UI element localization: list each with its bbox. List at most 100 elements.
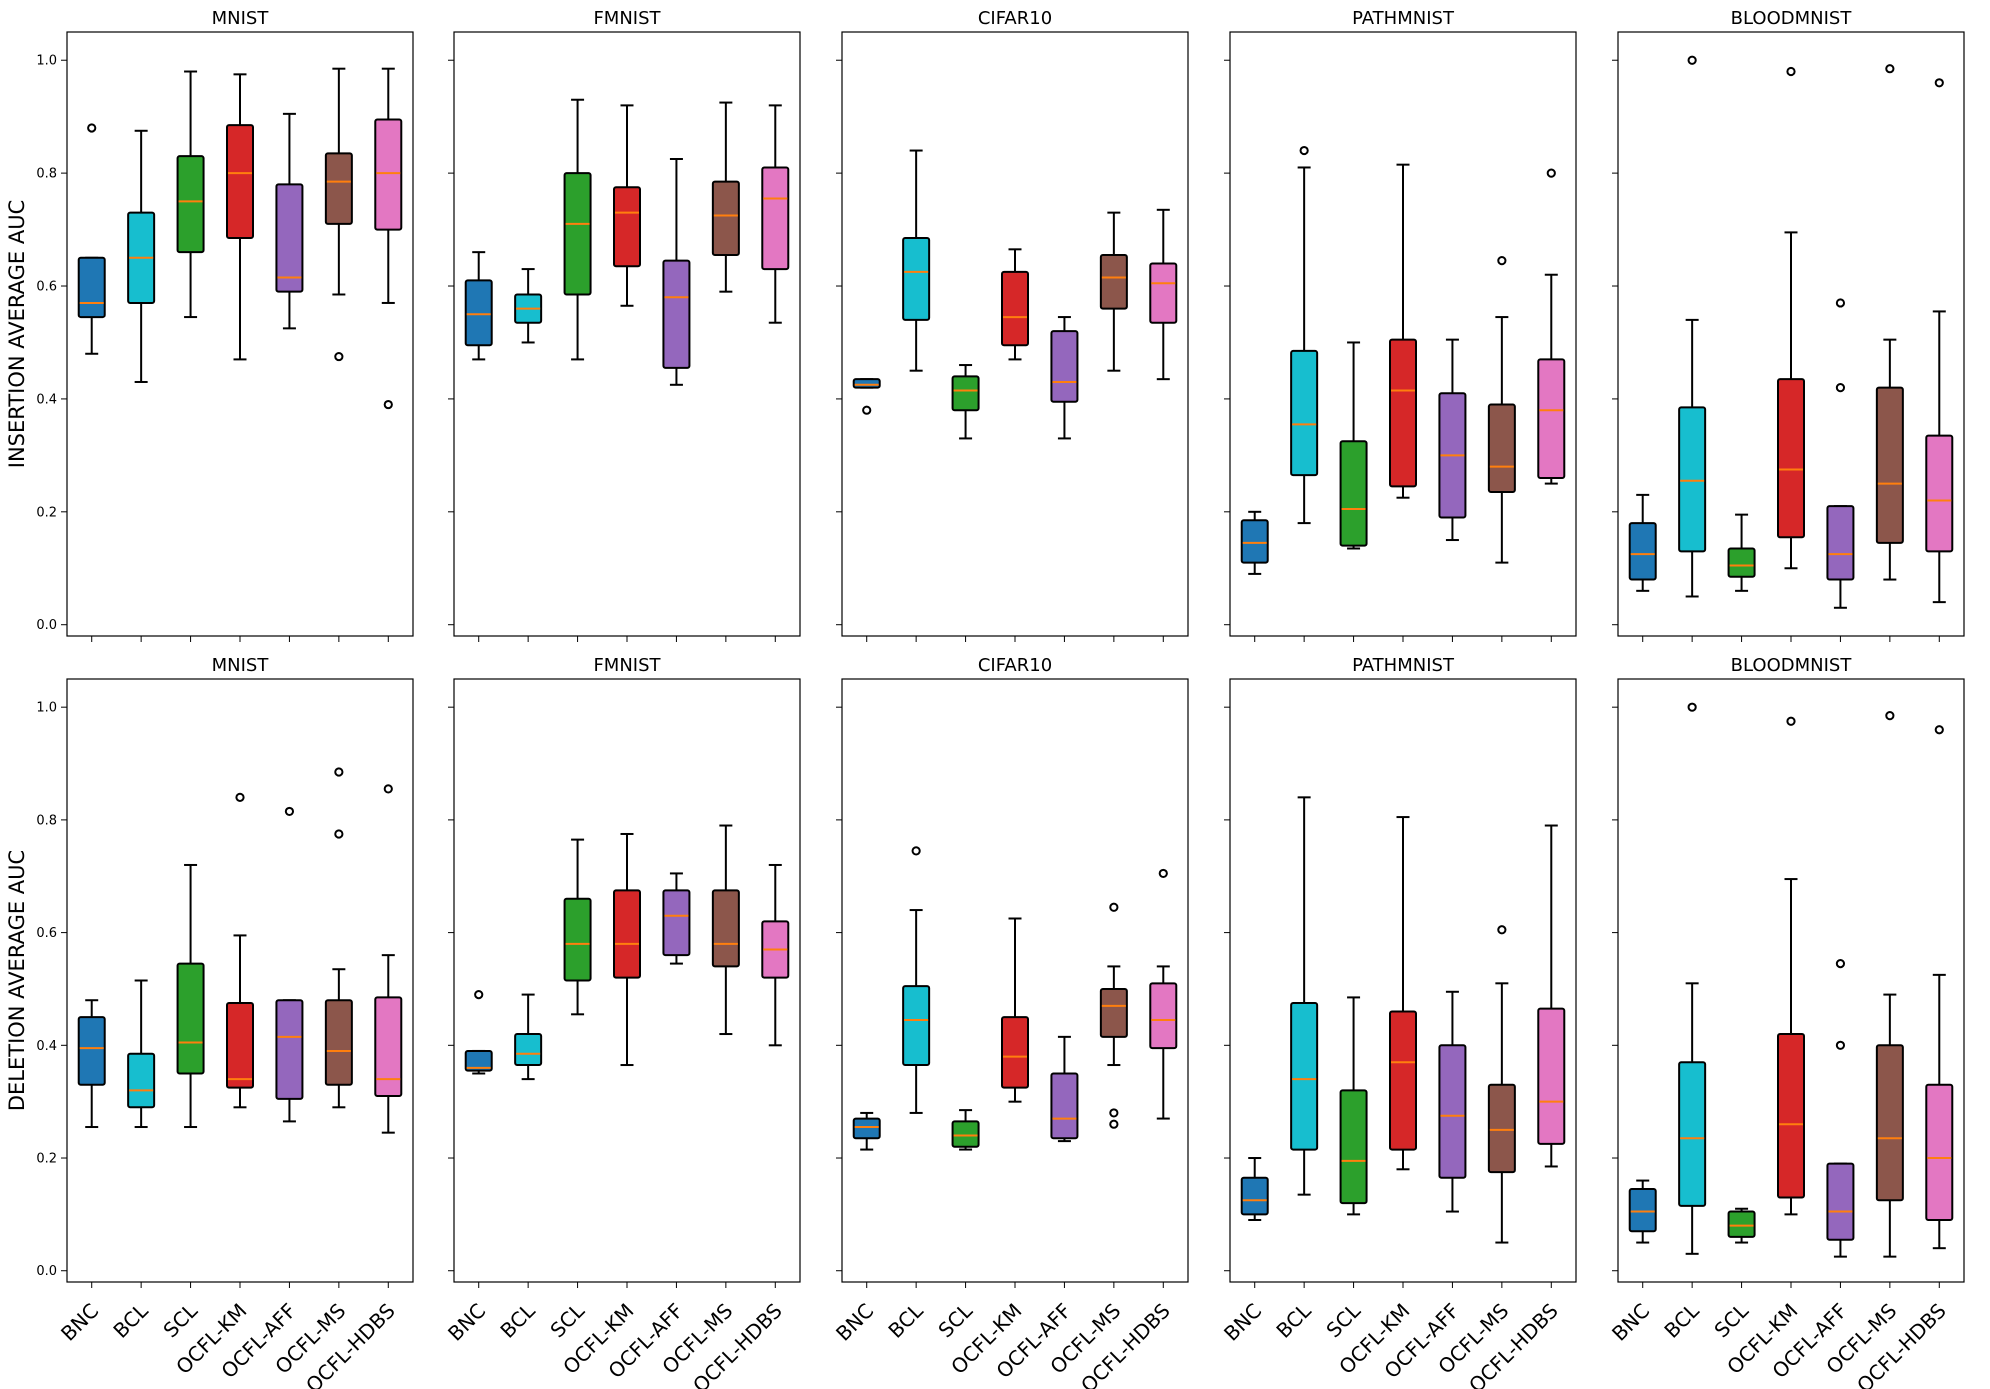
outlier-point <box>1497 925 1507 935</box>
box-ocfl-hdbs <box>1925 434 1954 553</box>
outlier-point <box>1835 1040 1846 1050</box>
outlier-point <box>1109 1108 1119 1118</box>
box-ocfl-km <box>1777 1033 1805 1199</box>
outlier-point <box>1497 256 1507 266</box>
x-tick-label: BCL <box>883 1298 928 1343</box>
box-ocfl-ms <box>324 999 353 1086</box>
y-tick-label: 0.8 <box>36 167 57 182</box>
box-bnc <box>1240 519 1269 564</box>
box-ocfl-aff <box>1438 1044 1467 1179</box>
panel-title: CIFAR10 <box>978 655 1052 676</box>
box-ocfl-km <box>226 124 254 240</box>
outlier-point <box>1934 78 1944 88</box>
x-tick-label: BCL <box>495 1298 540 1343</box>
box-ocfl-km <box>613 889 641 979</box>
box-ocfl-ms <box>1099 253 1128 310</box>
outlier-point <box>284 806 295 817</box>
panel-title: FMNIST <box>593 8 661 29</box>
y-tick-label: 0.0 <box>36 1264 57 1279</box>
outlier-point <box>1158 868 1168 879</box>
outlier-point <box>1687 55 1697 65</box>
box-ocfl-ms <box>1487 1083 1516 1174</box>
box-ocfl-km <box>1001 1016 1029 1089</box>
box-bnc <box>77 256 106 319</box>
y-tick-label: 0.2 <box>36 1152 57 1167</box>
box-ocfl-aff <box>1050 1072 1079 1140</box>
panel-title: PATHMNIST <box>1352 655 1455 676</box>
y-axis-label: DELETION AVERAGE AUC <box>5 850 29 1111</box>
box-ocfl-km <box>1389 338 1417 488</box>
panel-title: FMNIST <box>593 655 661 676</box>
y-tick-label: 0.4 <box>36 1039 57 1054</box>
x-tick-label: BCL <box>1271 1298 1316 1343</box>
y-tick-label: 0.6 <box>36 280 57 295</box>
y-tick-label: 0.6 <box>36 926 57 941</box>
outlier-point <box>1786 716 1796 726</box>
panel-title: BLOODMNIST <box>1731 655 1853 676</box>
box-ocfl-hdbs <box>1149 262 1178 324</box>
box-scl <box>176 962 205 1075</box>
box-bnc <box>77 1016 106 1086</box>
x-tick-label: BNC <box>1219 1299 1266 1346</box>
box-ocfl-ms <box>1875 386 1904 544</box>
box-bcl <box>902 237 931 321</box>
outlier-point <box>334 767 344 777</box>
y-axis-label: INSERTION AVERAGE AUC <box>5 200 29 469</box>
box-bnc <box>464 1049 493 1072</box>
outlier-point <box>1786 66 1796 77</box>
box-ocfl-aff <box>275 183 304 293</box>
box-ocfl-ms <box>711 180 740 256</box>
outlier-point <box>334 351 344 362</box>
outlier-point <box>235 792 245 802</box>
box-bnc <box>1240 1176 1269 1216</box>
outlier-point <box>1546 168 1556 178</box>
box-bcl <box>1290 349 1319 477</box>
outlier-point <box>474 989 484 1000</box>
box-bcl <box>514 1033 543 1067</box>
outlier-point <box>1835 298 1846 308</box>
outlier-point <box>383 399 393 410</box>
box-bcl <box>1678 1061 1707 1207</box>
box-ocfl-aff <box>1826 1162 1855 1241</box>
box-bnc <box>1628 522 1657 581</box>
box-ocfl-aff <box>275 999 304 1100</box>
outlier-point <box>1687 702 1697 712</box>
box-ocfl-aff <box>1826 505 1855 581</box>
box-ocfl-km <box>226 1002 254 1089</box>
box-ocfl-ms <box>711 889 740 968</box>
y-tick-label: 1.0 <box>36 54 57 69</box>
box-ocfl-hdbs <box>374 996 403 1098</box>
box-bnc <box>1628 1188 1657 1233</box>
box-ocfl-ms <box>1099 987 1128 1038</box>
box-ocfl-km <box>1001 270 1029 347</box>
y-tick-label: 1.0 <box>36 701 57 716</box>
x-tick-label: BCL <box>108 1298 153 1343</box>
panel-title: PATHMNIST <box>1352 8 1455 29</box>
box-scl <box>1727 547 1756 578</box>
box-scl <box>1339 1089 1368 1205</box>
outlier-point <box>334 829 344 839</box>
outlier-point <box>383 784 393 794</box>
box-ocfl-km <box>613 186 641 268</box>
x-tick-label: SCL <box>1709 1298 1753 1342</box>
box-ocfl-hdbs <box>1149 982 1178 1050</box>
box-ocfl-ms <box>324 152 353 225</box>
outlier-point <box>1885 64 1895 74</box>
outlier-point <box>862 405 872 415</box>
box-ocfl-hdbs <box>1537 1007 1566 1145</box>
box-ocfl-ms <box>1487 403 1516 494</box>
box-ocfl-hdbs <box>761 166 790 271</box>
box-ocfl-aff <box>662 259 691 369</box>
box-bcl <box>1290 1002 1319 1151</box>
box-scl <box>563 897 592 982</box>
outlier-point <box>1109 1119 1119 1129</box>
box-bnc <box>852 378 881 389</box>
x-tick-label: SCL <box>158 1298 202 1342</box>
outlier-point <box>1885 711 1895 721</box>
box-bnc <box>852 1117 881 1140</box>
box-ocfl-aff <box>662 889 691 957</box>
outlier-point <box>1934 725 1944 735</box>
panel-title: MNIST <box>212 655 270 676</box>
x-tick-label: BNC <box>1607 1299 1654 1346</box>
